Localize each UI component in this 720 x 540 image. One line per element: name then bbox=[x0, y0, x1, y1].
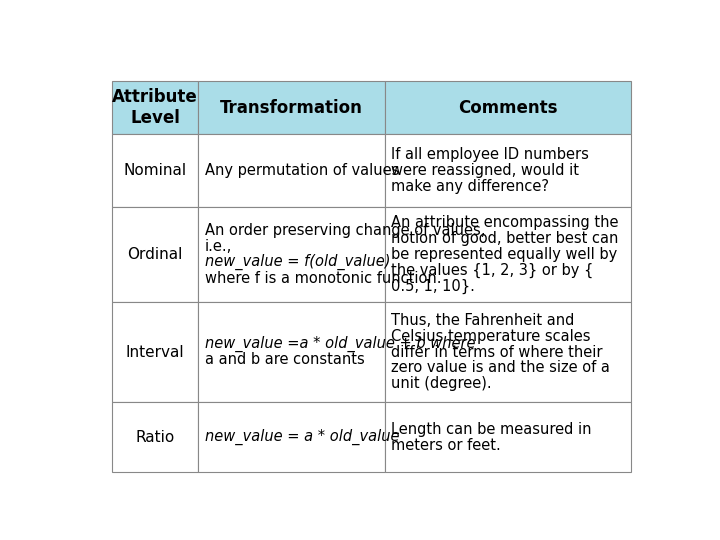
Text: a and b are constants: a and b are constants bbox=[204, 353, 364, 368]
Text: the values {1, 2, 3} or by {: the values {1, 2, 3} or by { bbox=[392, 262, 594, 278]
Text: Length can be measured in: Length can be measured in bbox=[392, 422, 592, 437]
Bar bbox=[198, 206, 384, 302]
Bar bbox=[384, 206, 631, 302]
Bar bbox=[198, 82, 384, 134]
Text: Thus, the Fahrenheit and: Thus, the Fahrenheit and bbox=[392, 313, 575, 328]
Text: Transformation: Transformation bbox=[220, 99, 363, 117]
Text: meters or feet.: meters or feet. bbox=[392, 437, 501, 453]
Text: Interval: Interval bbox=[126, 345, 184, 360]
Bar bbox=[384, 402, 631, 472]
Bar bbox=[112, 302, 198, 402]
Text: 0.5, 1, 10}.: 0.5, 1, 10}. bbox=[392, 279, 475, 294]
Bar bbox=[112, 134, 198, 206]
Bar bbox=[198, 134, 384, 206]
Bar bbox=[198, 302, 384, 402]
Text: Ordinal: Ordinal bbox=[127, 247, 183, 262]
Bar bbox=[384, 302, 631, 402]
Text: Attribute
Level: Attribute Level bbox=[112, 89, 198, 127]
Text: Any permutation of values: Any permutation of values bbox=[204, 163, 399, 178]
Bar bbox=[384, 134, 631, 206]
Text: were reassigned, would it: were reassigned, would it bbox=[392, 163, 580, 178]
Text: Nominal: Nominal bbox=[124, 163, 186, 178]
Text: An order preserving change of values,: An order preserving change of values, bbox=[204, 223, 485, 238]
Bar bbox=[384, 82, 631, 134]
Text: unit (degree).: unit (degree). bbox=[392, 376, 492, 391]
Text: new_value =a * old_value + b where: new_value =a * old_value + b where bbox=[204, 336, 475, 352]
Text: notion of good, better best can: notion of good, better best can bbox=[392, 231, 618, 246]
Text: where f is a monotonic function.: where f is a monotonic function. bbox=[204, 271, 441, 286]
Text: An attribute encompassing the: An attribute encompassing the bbox=[392, 215, 619, 230]
Text: Celsius temperature scales: Celsius temperature scales bbox=[392, 329, 591, 344]
Bar bbox=[112, 206, 198, 302]
Text: i.e.,: i.e., bbox=[204, 239, 232, 254]
Bar bbox=[198, 402, 384, 472]
Text: zero value is and the size of a: zero value is and the size of a bbox=[392, 360, 611, 375]
Text: If all employee ID numbers: If all employee ID numbers bbox=[392, 147, 590, 162]
Bar bbox=[112, 402, 198, 472]
Bar bbox=[112, 82, 198, 134]
Text: new_value = f(old_value): new_value = f(old_value) bbox=[204, 254, 390, 271]
Text: new_value = a * old_value: new_value = a * old_value bbox=[204, 429, 399, 445]
Text: be represented equally well by: be represented equally well by bbox=[392, 247, 618, 262]
Text: make any difference?: make any difference? bbox=[392, 179, 549, 194]
Text: Ratio: Ratio bbox=[135, 430, 175, 444]
Text: differ in terms of where their: differ in terms of where their bbox=[392, 345, 603, 360]
Text: Comments: Comments bbox=[458, 99, 558, 117]
